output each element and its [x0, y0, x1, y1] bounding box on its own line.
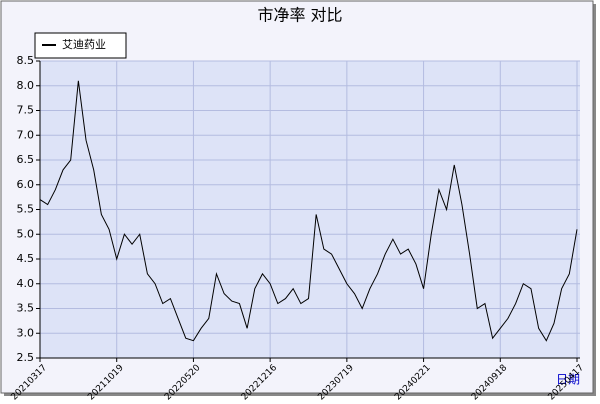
y-tick-label: 8.5	[17, 54, 35, 67]
y-tick-label: 4.5	[17, 252, 35, 265]
legend-box	[34, 32, 127, 59]
chart-title: 市净率 对比	[257, 6, 342, 25]
y-tick-label: 7.0	[17, 128, 35, 141]
y-tick-label: 8.0	[17, 79, 35, 92]
y-tick-label: 4.0	[17, 277, 35, 290]
y-tick-label: 3.0	[17, 326, 35, 339]
y-tick-label: 3.5	[17, 302, 35, 315]
y-tick-label: 6.5	[17, 153, 35, 166]
y-tick-label: 5.5	[17, 203, 35, 216]
y-tick-label: 2.5	[17, 351, 35, 364]
y-tick-label: 5.0	[17, 227, 35, 240]
legend-label: 艾迪药业	[62, 38, 106, 51]
y-tick-label: 7.5	[17, 104, 35, 117]
x-axis-label: 日期	[556, 373, 580, 387]
data-line	[39, 80, 578, 342]
y-tick-label: 6.0	[17, 178, 35, 191]
